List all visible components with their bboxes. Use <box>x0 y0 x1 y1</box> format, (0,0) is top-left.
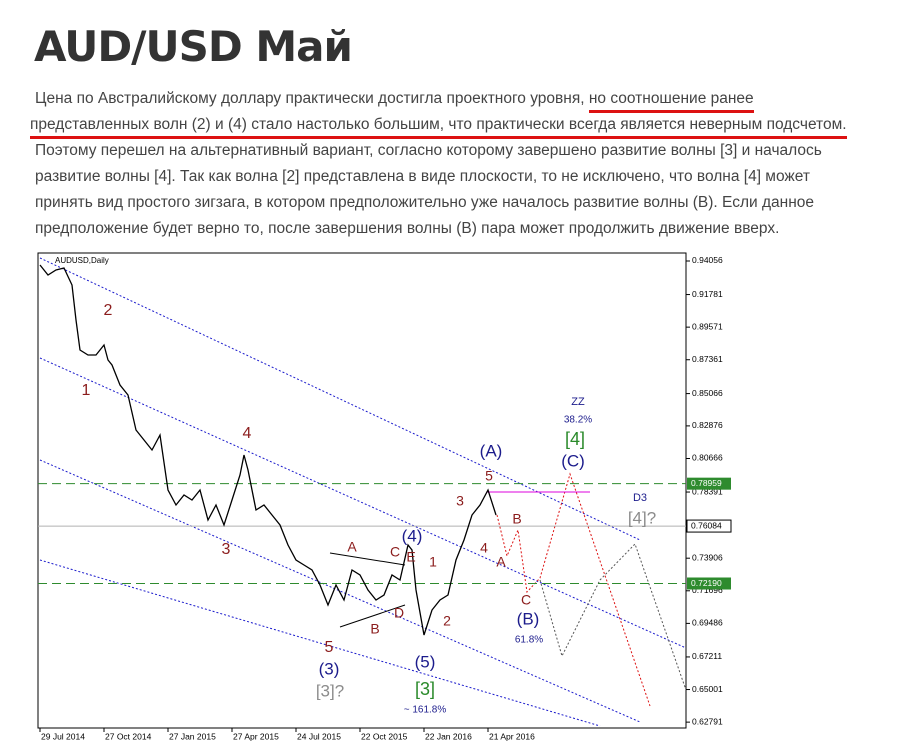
channel-line <box>39 257 641 541</box>
level-label-box <box>687 577 731 590</box>
text-line: принять вид простого зигзага, в котором … <box>35 190 895 216</box>
wave-label: D3 <box>633 492 647 504</box>
wave-label: 1 <box>429 554 437 570</box>
wave-label: 4 <box>243 425 252 442</box>
price-line <box>39 264 497 636</box>
wave-label: (3) <box>319 659 340 678</box>
x-tick-label: 21 Apr 2016 <box>489 731 535 741</box>
wave-label: C <box>390 544 400 560</box>
y-tick-label: 0.67211 <box>692 651 722 661</box>
level-label-box <box>686 519 732 533</box>
x-tick-label: 22 Oct 2015 <box>361 731 408 741</box>
y-tick-label: 0.87361 <box>692 354 723 364</box>
wave-label: D <box>394 605 404 621</box>
y-tick-label: 0.91781 <box>692 289 723 299</box>
text-line: Поэтому перешел на альтернативный вариан… <box>35 138 895 164</box>
wave-label: 4 <box>480 540 488 556</box>
x-tick-label: 24 Jul 2015 <box>297 731 341 741</box>
text-line: развитие волны [4]. Так как волна [2] пр… <box>35 164 895 190</box>
y-tick-label: 0.73906 <box>692 552 723 562</box>
text-line: предположение будет верно то, после заве… <box>35 216 895 242</box>
y-tick-label: 0.80666 <box>692 453 723 463</box>
wave-label: 2 <box>443 613 451 629</box>
x-tick-label: 27 Jan 2015 <box>169 731 216 741</box>
wave-label: 5 <box>325 639 334 656</box>
highlight: представленных волн (2) и (4) стало наст… <box>30 116 847 139</box>
x-tick-label: 22 Jan 2016 <box>425 731 472 741</box>
wave-label: 61.8% <box>515 635 543 646</box>
text-line: представленных волн (2) и (4) стало наст… <box>30 112 895 139</box>
wave-label: ZZ <box>571 396 585 408</box>
wave-label: 2 <box>104 302 113 319</box>
wave-label: 5 <box>485 468 493 484</box>
text: принять вид простого зигзага, в котором … <box>35 194 814 211</box>
wave-label: [3] <box>415 679 435 699</box>
wave-label: 3 <box>222 541 231 558</box>
y-tick-label: 0.89571 <box>692 321 723 331</box>
x-tick-label: 29 Jul 2014 <box>41 731 85 741</box>
channel-line <box>39 559 601 727</box>
wave-label: C <box>521 592 531 608</box>
y-tick-label: 0.85066 <box>692 388 723 398</box>
wave-label: [4] <box>565 429 585 449</box>
y-tick-label: 0.94056 <box>692 255 723 265</box>
text-line: Цена по Австралийскому доллару практичес… <box>35 86 895 113</box>
text: Поэтому перешел на альтернативный вариан… <box>35 142 822 159</box>
text: Цена по Австралийскому доллару практичес… <box>35 90 589 107</box>
highlight: но соотношение ранее <box>588 90 754 113</box>
level-label: 0.76084 <box>691 520 722 530</box>
wave-label: (5) <box>415 652 436 671</box>
wave-label: [4]? <box>628 508 656 527</box>
symbol: AUDUSD,Daily <box>55 256 109 265</box>
x-tick-label: 27 Apr 2015 <box>233 731 279 741</box>
y-tick-label: 0.62791 <box>692 716 723 726</box>
plot-frame <box>37 252 687 729</box>
y-tick-label: 0.71696 <box>692 585 723 595</box>
projection <box>539 543 687 691</box>
y-tick-label: 0.82876 <box>692 420 723 430</box>
x-tick-label: 27 Oct 2014 <box>105 731 152 741</box>
y-tick-label: 0.65001 <box>692 684 723 694</box>
wave-label: B <box>370 621 379 637</box>
title: AUD/USD Май <box>34 22 353 71</box>
level-label-box <box>687 477 731 490</box>
projection <box>496 472 651 707</box>
paragraph: Цена по Австралийскому доллару практичес… <box>30 86 895 242</box>
wave-label: 38.2% <box>564 415 592 426</box>
wave-label: (A) <box>480 441 503 460</box>
channel-lines <box>39 257 687 727</box>
y-tick-label: 0.78391 <box>692 486 723 496</box>
channel-line <box>39 459 641 723</box>
triangle-line <box>339 604 406 628</box>
wave-label: (B) <box>517 609 540 628</box>
wave-label: [3]? <box>316 681 344 700</box>
wave-label: ~ 161.8% <box>404 705 447 716</box>
wave-label: A <box>496 554 506 570</box>
level-label: 0.72190 <box>691 578 722 588</box>
text: предположение будет верно то, после заве… <box>35 220 780 237</box>
wave-label: 3 <box>456 493 464 509</box>
wave-label: (4) <box>402 526 423 545</box>
level-label: 0.78959 <box>691 478 722 488</box>
wave-label: B <box>512 511 521 527</box>
y-tick-label: 0.69486 <box>692 618 723 628</box>
wave-label: 1 <box>82 382 91 399</box>
wave-label: (C) <box>561 451 585 470</box>
wave-label: E <box>406 549 415 565</box>
triangle-line <box>329 552 406 566</box>
text: развитие волны [4]. Так как волна [2] пр… <box>35 168 810 185</box>
wave-label: A <box>347 539 357 555</box>
